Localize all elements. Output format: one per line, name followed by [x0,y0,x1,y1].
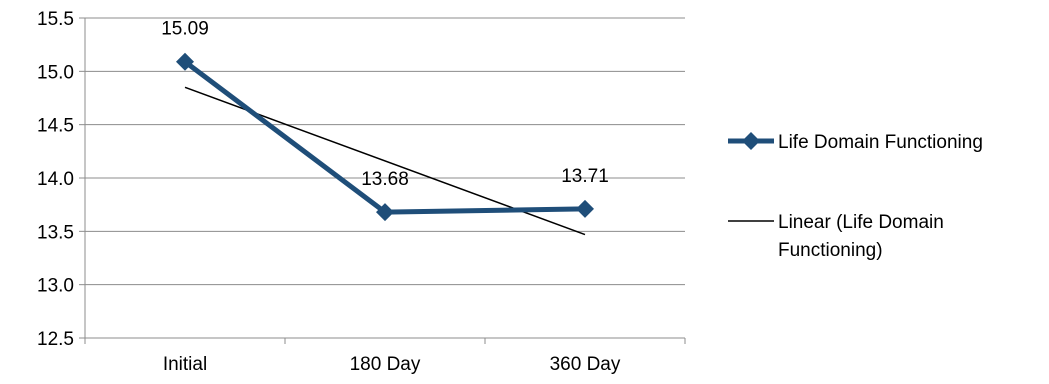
legend-diamond-marker [742,132,760,150]
y-tick-label: 13.5 [37,222,74,243]
legend-trendline-label-line2: Functioning) [778,240,883,261]
legend-series-label: Life Domain Functioning [778,132,983,153]
data-label: 15.09 [161,19,209,40]
y-tick-label: 15.5 [37,9,74,30]
y-tick-label: 13.0 [37,276,74,297]
legend-trendline-label-line1: Linear (Life Domain [778,212,944,233]
axes [79,17,686,344]
data-point-marker [176,52,194,71]
data-label: 13.71 [561,166,609,187]
x-tick-label: Initial [163,354,207,375]
gridlines [85,17,685,286]
y-tick-label: 14.0 [37,169,74,190]
data-point-marker [576,199,594,218]
legend-item-series: Life Domain Functioning [728,132,983,153]
data-labels: 15.09 13.68 13.71 [161,19,609,190]
legend-item-trendline: Linear (Life Domain Functioning) [728,212,944,261]
x-tick-labels: Initial 180 Day 360 Day [163,354,621,375]
y-tick-label: 12.5 [37,329,74,350]
y-tick-labels: 12.5 13.0 13.5 14.0 14.5 15.0 15.5 [37,9,74,350]
x-tick-label: 180 Day [350,354,421,375]
series [176,52,594,222]
x-tick-label: 360 Day [550,354,621,375]
legend: Life Domain Functioning Linear (Life Dom… [728,132,983,261]
y-tick-label: 14.5 [37,116,74,137]
y-tick-label: 15.0 [37,62,74,83]
data-point-marker [376,203,394,222]
data-label: 13.68 [361,169,409,190]
